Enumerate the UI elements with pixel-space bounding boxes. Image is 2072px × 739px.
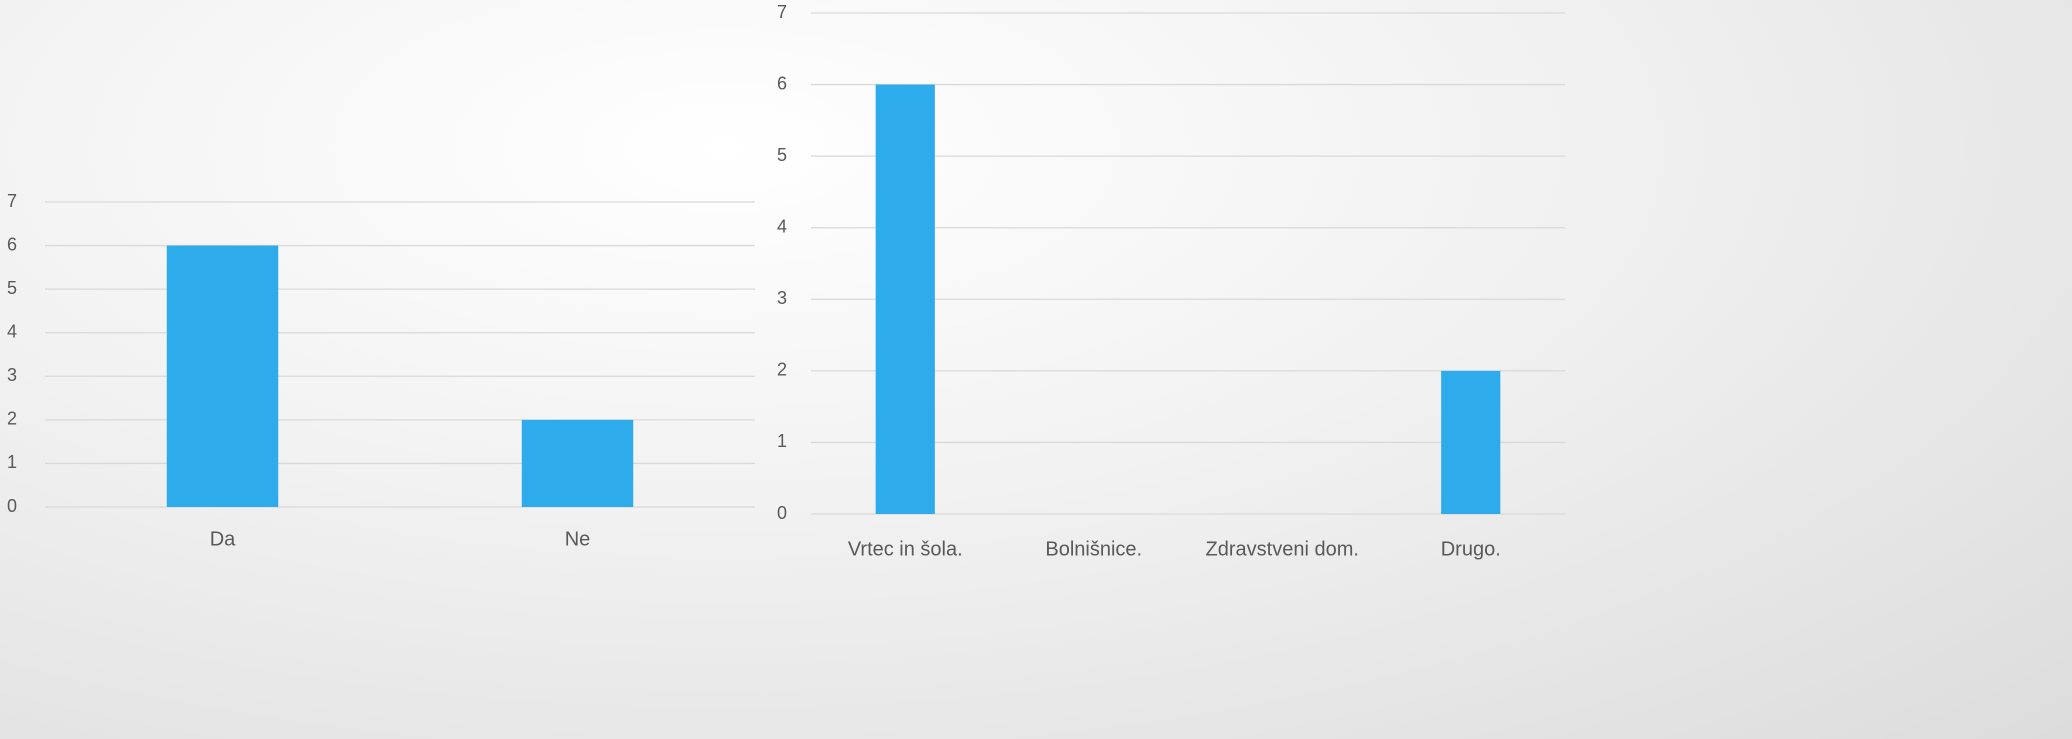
bar bbox=[166, 245, 279, 508]
x-tick-label: Ne bbox=[565, 528, 591, 550]
bar bbox=[1441, 370, 1501, 514]
y-tick-label: 7 bbox=[7, 191, 17, 211]
x-tick-label: Vrtec in šola. bbox=[848, 538, 963, 560]
y-tick-label: 6 bbox=[7, 234, 17, 254]
y-tick-label: 6 bbox=[777, 73, 787, 93]
y-tick-label: 0 bbox=[7, 496, 17, 516]
x-tick-label: Bolnišnice. bbox=[1045, 538, 1142, 560]
y-tick-label: 5 bbox=[7, 278, 17, 298]
y-tick-label: 4 bbox=[7, 321, 17, 341]
x-tick-label: Da bbox=[210, 528, 236, 550]
y-tick-label: 1 bbox=[7, 452, 17, 472]
y-tick-label: 1 bbox=[777, 431, 787, 451]
y-tick-label: 3 bbox=[7, 365, 17, 385]
x-tick-label: Drugo. bbox=[1441, 538, 1501, 560]
bar bbox=[521, 419, 634, 507]
y-tick-label: 2 bbox=[7, 409, 17, 429]
y-tick-label: 5 bbox=[777, 145, 787, 165]
y-tick-label: 0 bbox=[777, 503, 787, 523]
y-tick-label: 2 bbox=[777, 360, 787, 380]
y-tick-label: 7 bbox=[777, 2, 787, 22]
bar bbox=[875, 84, 935, 515]
x-tick-label: Zdravstveni dom. bbox=[1206, 538, 1359, 560]
y-tick-label: 4 bbox=[777, 216, 787, 236]
y-tick-label: 3 bbox=[777, 288, 787, 308]
